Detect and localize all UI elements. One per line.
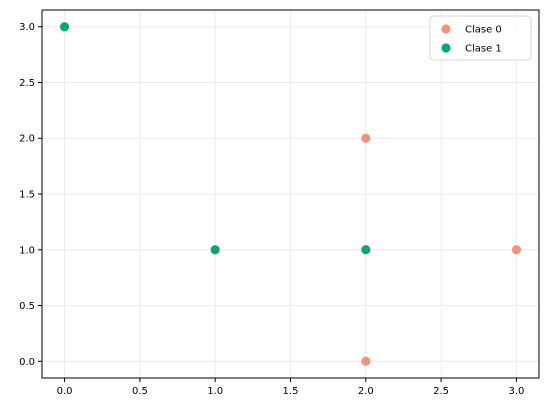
x-axis-ticks: 0.0 0.5 1.0 1.5 2.0 2.5 3.0 (57, 378, 524, 397)
legend: Clase 0 Clase 1 (429, 15, 532, 61)
y-tick-label: 1.5 (19, 190, 35, 201)
x-tick-label: 2.0 (358, 386, 374, 397)
data-point-clase-1 (59, 22, 70, 32)
data-point-clase-1 (361, 245, 371, 255)
legend-box (429, 15, 532, 61)
x-tick-label: 3.0 (508, 386, 524, 397)
y-axis-ticks: 0.0 0.5 1.0 1.5 2.0 2.5 3.0 (19, 22, 42, 368)
data-point-clase-0 (361, 356, 371, 366)
y-tick-label: 3.0 (19, 22, 35, 33)
x-tick-label: 1.0 (207, 386, 223, 397)
y-tick-label: 2.5 (19, 78, 35, 89)
legend-marker (441, 43, 451, 53)
x-tick-label: 1.5 (283, 386, 299, 397)
y-tick-label: 0.5 (19, 301, 35, 312)
x-tick-label: 0.5 (132, 386, 148, 397)
x-tick-label: 2.5 (433, 386, 449, 397)
y-tick-label: 1.0 (19, 245, 35, 256)
data-point-clase-1 (210, 245, 220, 255)
data-points (59, 22, 522, 366)
data-point-clase-0 (511, 245, 522, 255)
x-tick-label: 0.0 (57, 386, 73, 397)
y-tick-label: 2.0 (19, 134, 35, 145)
data-point-clase-0 (361, 133, 371, 143)
legend-label: Clase 0 (465, 25, 502, 36)
legend-label: Clase 1 (465, 44, 502, 55)
legend-marker (441, 24, 451, 34)
y-tick-label: 0.0 (19, 357, 35, 368)
grid-lines (42, 10, 539, 378)
